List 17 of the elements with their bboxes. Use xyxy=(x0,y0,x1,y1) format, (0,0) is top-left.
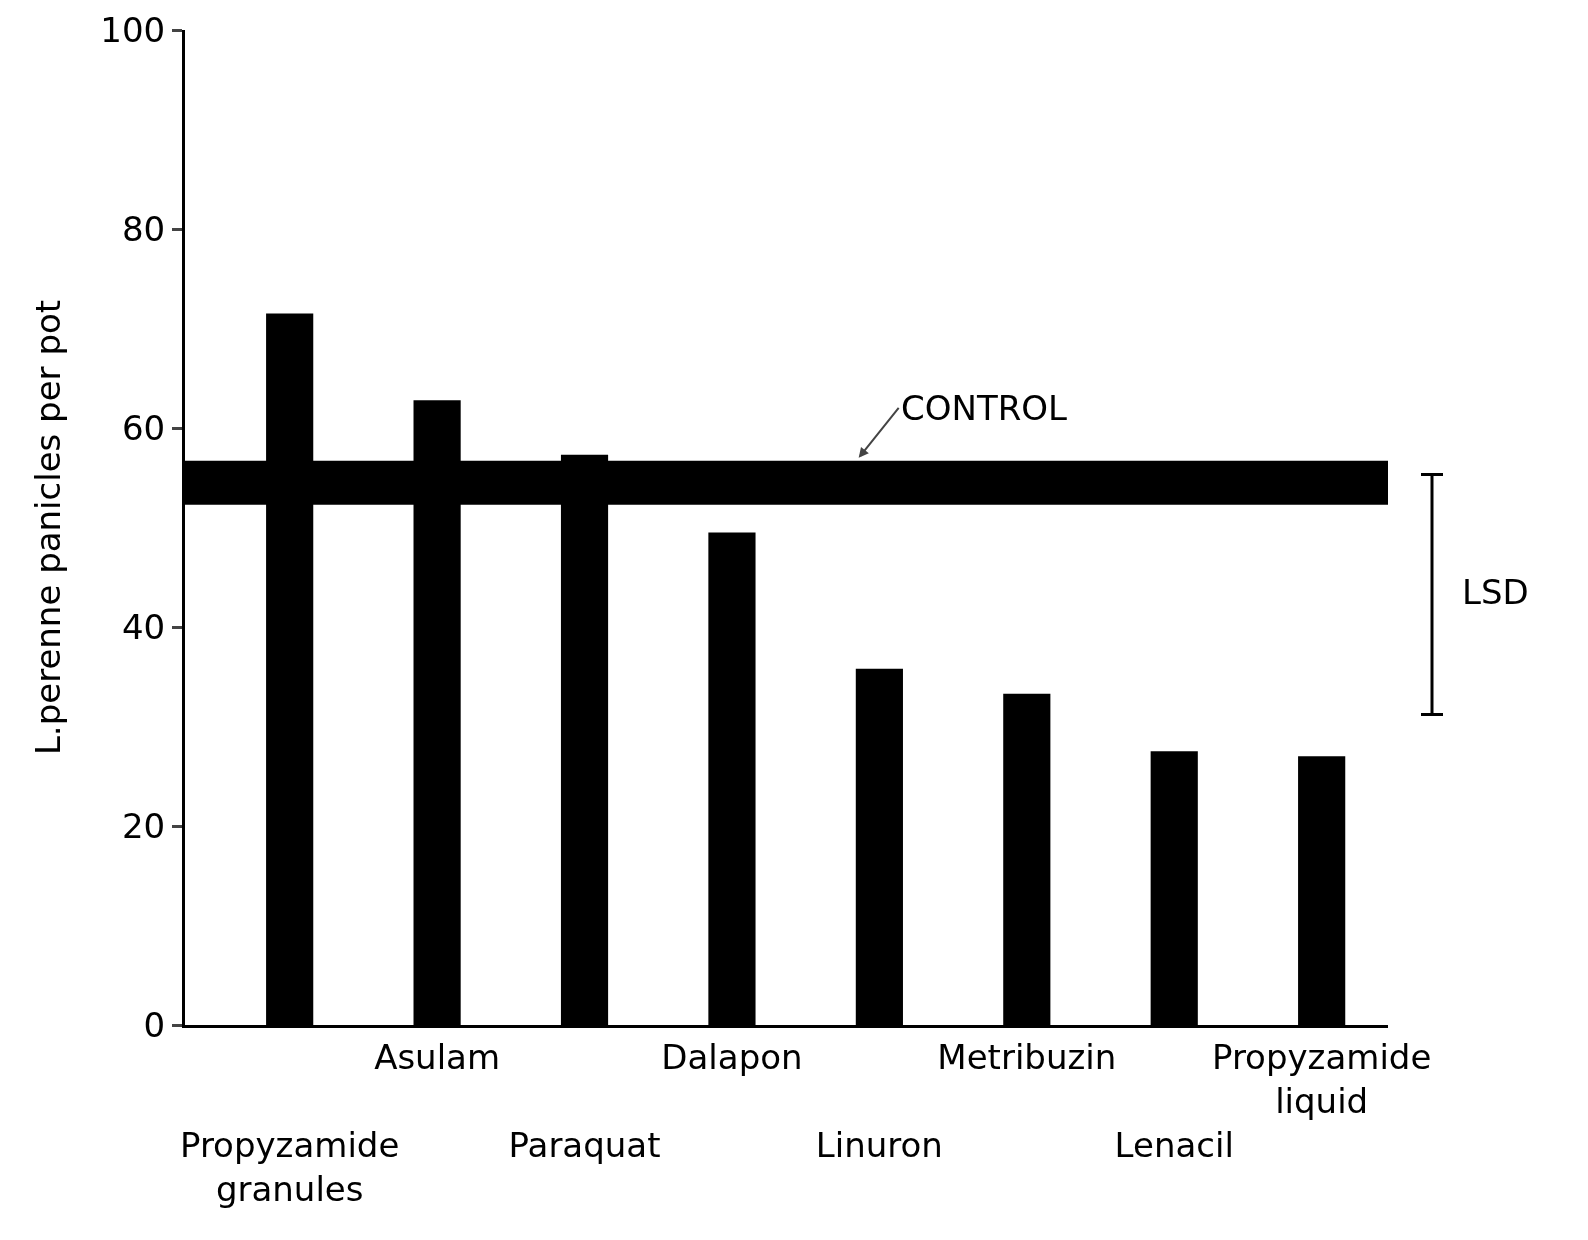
x-tick-label: Propyzamide liquid xyxy=(1211,1036,1432,1121)
x-tick-label: Propyzamide granules xyxy=(179,1125,400,1210)
x-tick-label: Asulam xyxy=(374,1036,501,1077)
y-axis-title: L.perenne panicles per pot xyxy=(27,299,68,756)
x-tick-label: Paraquat xyxy=(508,1125,661,1166)
y-tick-label: 20 xyxy=(121,805,166,846)
y-tick-label: 40 xyxy=(121,606,166,647)
y-tick-label: 0 xyxy=(143,1004,166,1045)
ref-line-label: CONTROL xyxy=(901,388,1068,428)
y-tick-label: 100 xyxy=(100,9,166,50)
x-tick-label: Lenacil xyxy=(1114,1125,1234,1166)
y-tick-label: 60 xyxy=(121,407,166,448)
x-tick-label: Linuron xyxy=(815,1125,943,1166)
text: LSD xyxy=(1462,572,1529,612)
x-tick-label: Metribuzin xyxy=(937,1036,1117,1077)
y-tick-label: 80 xyxy=(121,208,166,249)
x-tick-label: Dalapon xyxy=(661,1036,803,1077)
